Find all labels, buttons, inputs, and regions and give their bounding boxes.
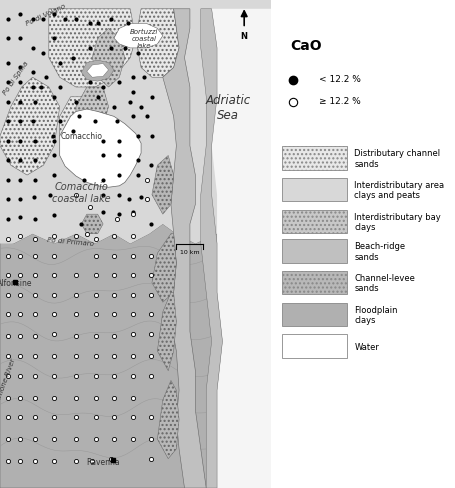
Bar [282, 240, 346, 263]
Bar [282, 335, 346, 358]
Text: Floodplain
clays: Floodplain clays [354, 305, 397, 325]
Polygon shape [60, 110, 141, 188]
Bar [282, 271, 346, 295]
Text: Bortuzzi
coastal
lake: Bortuzzi coastal lake [129, 29, 157, 49]
Bar [282, 179, 346, 202]
Text: Interdistributary bay
clays: Interdistributary bay clays [354, 212, 440, 232]
Text: Comacchio: Comacchio [60, 132, 102, 141]
Text: Alfonsine: Alfonsine [0, 279, 33, 287]
Text: Comacchio
coastal lake: Comacchio coastal lake [52, 182, 111, 203]
Text: Po di Primaro: Po di Primaro [47, 237, 94, 246]
Polygon shape [136, 10, 179, 78]
Bar [282, 147, 346, 170]
Text: N: N [240, 32, 247, 41]
Polygon shape [152, 234, 176, 303]
Text: Ravenna: Ravenna [86, 457, 120, 466]
Text: Water: Water [354, 342, 379, 351]
Polygon shape [200, 10, 222, 488]
Text: Interdistributary area
clays and peats: Interdistributary area clays and peats [354, 181, 444, 200]
Polygon shape [81, 61, 114, 82]
Polygon shape [157, 381, 179, 459]
Text: Lamone River: Lamone River [0, 357, 16, 405]
Polygon shape [157, 293, 176, 371]
Polygon shape [60, 98, 97, 146]
Polygon shape [0, 224, 271, 488]
Text: Po di Spina: Po di Spina [3, 61, 30, 96]
Polygon shape [114, 24, 162, 49]
Polygon shape [81, 215, 103, 234]
Polygon shape [0, 78, 60, 176]
Text: < 12.2 %: < 12.2 % [318, 75, 360, 84]
Polygon shape [162, 10, 206, 488]
Polygon shape [152, 156, 173, 215]
Polygon shape [92, 29, 125, 88]
Bar [282, 303, 346, 326]
Text: ≥ 12.2 %: ≥ 12.2 % [318, 97, 360, 106]
Text: Channel-levee
sands: Channel-levee sands [354, 273, 415, 293]
Polygon shape [211, 10, 271, 488]
Text: Po di Volano: Po di Volano [25, 3, 67, 26]
Polygon shape [86, 64, 108, 78]
Polygon shape [49, 10, 136, 88]
Polygon shape [0, 0, 271, 244]
Text: 10 km: 10 km [180, 250, 199, 255]
Polygon shape [76, 88, 108, 137]
Text: CaO: CaO [289, 39, 321, 53]
Text: Distributary channel
sands: Distributary channel sands [354, 149, 440, 168]
Text: Adriatic
Sea: Adriatic Sea [205, 93, 250, 122]
Text: Beach-ridge
sands: Beach-ridge sands [354, 242, 404, 261]
Bar [282, 210, 346, 234]
